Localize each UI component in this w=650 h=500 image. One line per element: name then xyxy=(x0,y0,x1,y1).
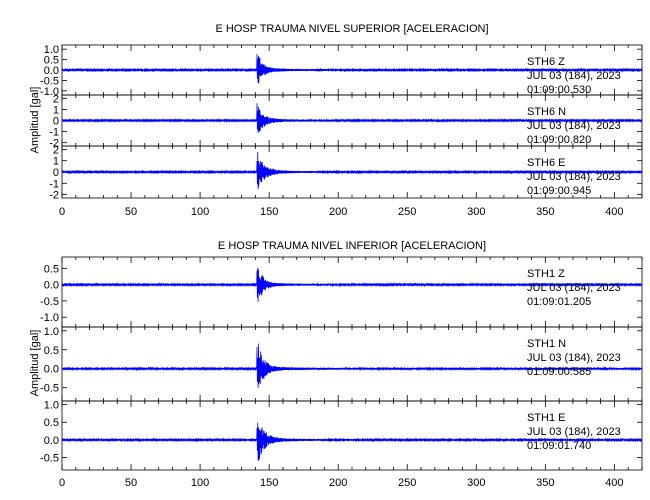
chart-title: E HOSP TRAUMA NIVEL INFERIOR [ACELERACIO… xyxy=(218,240,486,252)
date-label: JUL 03 (184), 2023 xyxy=(527,426,621,438)
station-label: STH1 E xyxy=(527,412,566,424)
waveform-trace xyxy=(61,422,643,461)
y-tick-label: 2 xyxy=(53,144,59,156)
y-tick-label: 1.0 xyxy=(44,44,59,56)
x-tick-label: 0 xyxy=(59,477,65,489)
x-tick-label: 300 xyxy=(467,206,485,218)
chart-title: E HOSP TRAUMA NIVEL SUPERIOR [ACELERACIO… xyxy=(215,23,488,35)
x-tick-label: 400 xyxy=(605,477,623,489)
date-label: JUL 03 (184), 2023 xyxy=(527,352,621,364)
y-tick-label: 0.0 xyxy=(44,280,59,292)
y-tick-label: 1.0 xyxy=(44,400,59,412)
time-label: 01:09:00.530 xyxy=(527,84,591,96)
time-label: 01:09:01.740 xyxy=(527,440,591,452)
waveform-trace xyxy=(61,152,643,190)
date-label: JUL 03 (184), 2023 xyxy=(527,120,621,132)
y-tick-label: 2 xyxy=(53,93,59,105)
time-label: 01:09:00.820 xyxy=(527,134,591,146)
x-tick-label: 100 xyxy=(191,477,209,489)
y-tick-label: -1.0 xyxy=(40,86,59,98)
date-label: JUL 03 (184), 2023 xyxy=(527,171,621,183)
y-tick-label: 1 xyxy=(53,156,59,168)
x-tick-label: 200 xyxy=(329,477,347,489)
y-tick-label: -1.0 xyxy=(40,312,59,324)
y-tick-label: -0.5 xyxy=(40,383,59,395)
x-tick-label: 250 xyxy=(398,477,416,489)
trace-panel-sth1-z: 0.5 0.0 -0.5 -1.0 STH1 Z JUL 03 (184), 2023 01… xyxy=(40,256,643,328)
x-tick-label: 350 xyxy=(536,477,554,489)
y-tick-label: 0.0 xyxy=(44,364,59,376)
station-label: STH6 Z xyxy=(527,56,565,68)
waveform-trace xyxy=(61,54,643,84)
x-tick-label: 100 xyxy=(191,206,209,218)
x-tick-label: 50 xyxy=(125,206,137,218)
trace-panel-sth6-n: 210-1-2 STH6 N JUL 03 (184), 2023 01:09:00.… xyxy=(49,93,643,150)
y-tick-label: 0.5 xyxy=(44,263,59,275)
y-tick-label: 0.5 xyxy=(44,417,59,429)
station-label: STH1 Z xyxy=(527,268,565,280)
y-tick-label: 0.0 xyxy=(44,65,59,77)
y-tick-label: -1 xyxy=(49,127,59,139)
x-tick-label: 150 xyxy=(260,477,278,489)
y-tick-label: -0.5 xyxy=(40,75,59,87)
x-tick-label: 300 xyxy=(467,477,485,489)
waveform-trace xyxy=(61,343,643,388)
y-tick-label: 0 xyxy=(53,116,59,128)
x-tick-label: 150 xyxy=(260,206,278,218)
y-axis-label: Amplitud [gal] xyxy=(29,330,41,397)
x-tick-label: 50 xyxy=(125,477,137,489)
y-tick-label: 1 xyxy=(53,104,59,116)
station-label: STH6 E xyxy=(527,157,566,169)
x-tick-label: 250 xyxy=(398,206,416,218)
y-tick-label: -0.5 xyxy=(40,453,59,465)
station-label: STH1 N xyxy=(527,338,566,350)
waveform-trace xyxy=(61,103,643,133)
trace-panel-sth6-z: 1.00.50.0-0.5-1.0 STH6 Z JUL 03 (184), 202… xyxy=(40,44,643,98)
y-tick-label: -2 xyxy=(49,190,59,202)
y-tick-label: 0.0 xyxy=(44,435,59,447)
y-tick-label: 1.0 xyxy=(44,326,59,338)
x-tick-label: 350 xyxy=(536,206,554,218)
x-tick-label: 400 xyxy=(605,206,623,218)
y-tick-label: -2 xyxy=(49,138,59,150)
station-label: STH6 N xyxy=(527,106,566,118)
date-label: JUL 03 (184), 2023 xyxy=(527,282,621,294)
trace-panel-sth1-n: 1.0 0.5 0.0 -0.5 STH1 N JUL 03 (184), 2023 01:… xyxy=(40,326,643,402)
x-tick-label: 200 xyxy=(329,206,347,218)
y-tick-label: 0 xyxy=(53,167,59,179)
time-label: 01:09:00.585 xyxy=(527,366,591,378)
trace-panel-sth1-e: 1.0 0.5 0.0 -0.5 STH1 E JUL 03 (184), 2023 01:… xyxy=(40,400,643,471)
y-tick-label: 0.5 xyxy=(44,55,59,67)
y-tick-label: -0.5 xyxy=(40,296,59,308)
y-axis-label: Amplitud [gal] xyxy=(29,87,41,154)
time-label: 01:09:00.945 xyxy=(527,185,591,197)
y-tick-label: 0.5 xyxy=(44,345,59,357)
trace-panel-sth6-e: 210-1-2 STH6 E JUL 03 (184), 2023 01:09:00.… xyxy=(49,144,643,202)
y-tick-label: -1 xyxy=(49,178,59,190)
time-label: 01:09:01.205 xyxy=(527,296,591,308)
date-label: JUL 03 (184), 2023 xyxy=(527,70,621,82)
x-tick-label: 0 xyxy=(59,206,65,218)
waveform-trace xyxy=(61,267,643,302)
